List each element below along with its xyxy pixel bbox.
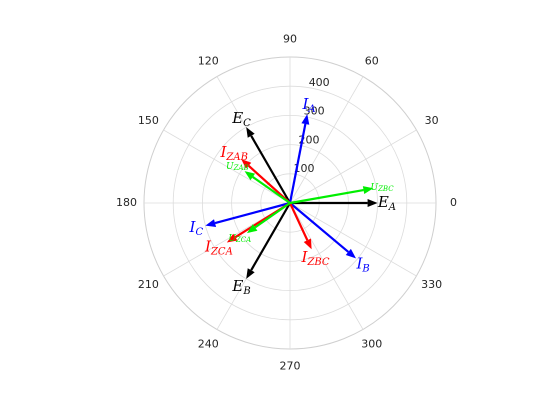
angle-tick-label: 30 — [425, 114, 439, 127]
radius-tick-label: 400 — [309, 76, 330, 89]
angle-tick-label: 0 — [450, 196, 457, 209]
i-zab-label: IZAB — [219, 143, 247, 163]
angle-tick-label: 120 — [198, 54, 219, 67]
grid-spoke — [289, 129, 417, 204]
angle-tick-label: 180 — [116, 196, 137, 209]
u-zab-vector — [244, 171, 291, 204]
i-b-vector — [289, 202, 356, 259]
grid-spoke — [163, 129, 291, 204]
e-a-vector — [290, 199, 378, 207]
grid-spoke — [289, 202, 417, 277]
radius-tick-label: 100 — [293, 162, 314, 175]
e-a-label: EA — [377, 193, 396, 213]
angle-tick-label: 150 — [138, 114, 159, 127]
angle-tick-label: 210 — [138, 278, 159, 291]
i-c-label: IC — [189, 218, 204, 238]
angle-tick-label: 90 — [283, 32, 297, 45]
u-zab-label: UZAB — [226, 162, 249, 173]
e-c-label: EC — [231, 109, 251, 129]
angle-tick-label: 270 — [280, 360, 301, 373]
i-b-label: IB — [355, 254, 369, 274]
i-a-vector — [288, 114, 310, 204]
u-zca-vector — [246, 202, 291, 234]
i-zab-vector — [241, 159, 291, 204]
u-zbc-vector — [289, 186, 374, 205]
u-zca-label: UZCA — [228, 234, 251, 245]
phasor-labels: EA EC EB IA IC IB IZAB IZCA IZBC UZBC UZAB UZCA — [189, 95, 396, 296]
angle-tick-label: 330 — [421, 278, 442, 291]
i-zbc-vector — [289, 202, 312, 250]
grid-spoke — [289, 202, 364, 330]
e-c-vector — [246, 127, 291, 204]
radius-tick-label: 300 — [304, 105, 325, 118]
i-c-vector — [205, 201, 291, 227]
grid-spoke — [289, 76, 364, 204]
i-a-label: IA — [301, 95, 315, 115]
angle-tick-labels: 0 30 60 90 120 150 180 210 240 270 300 330 — [116, 32, 457, 372]
angle-tick-label: 240 — [198, 338, 219, 351]
e-b-label: EB — [231, 277, 250, 297]
angle-tick-label: 60 — [365, 54, 379, 67]
phasor-vectors — [205, 114, 378, 279]
i-zca-label: IZCA — [204, 237, 233, 257]
u-zbc-label: UZBC — [370, 182, 394, 193]
angle-tick-label: 300 — [361, 338, 382, 351]
e-b-vector — [246, 202, 291, 279]
i-zbc-label: IZBC — [301, 248, 330, 268]
